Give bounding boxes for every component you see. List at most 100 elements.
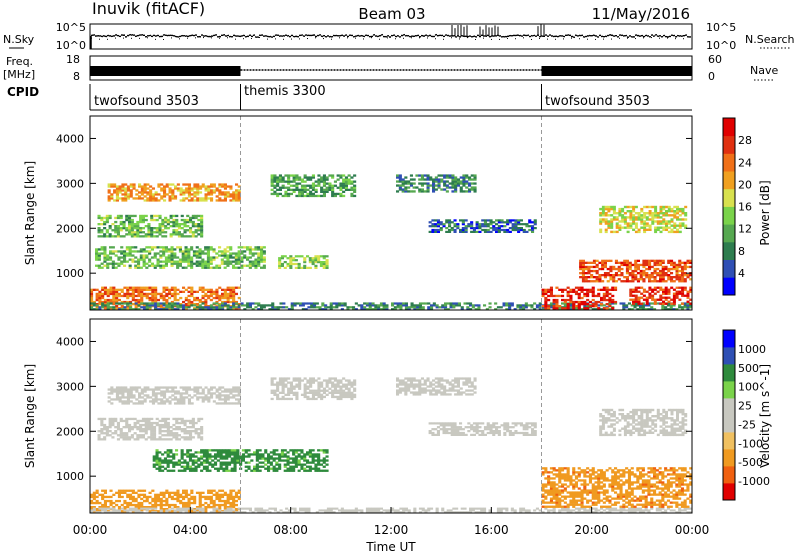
power-cell-1 [97,227,101,230]
power-cell-0 [171,189,175,192]
power-cell-4 [298,176,302,179]
velocity-cell-0 [121,390,125,393]
velocity-cell-2 [225,465,229,468]
velocity-cell-1 [166,432,170,435]
power-cell-8 [402,302,406,305]
power-cell-1 [119,229,123,232]
power-cell-5 [325,262,329,266]
power-cell-6 [465,176,469,179]
velocity-cell-3 [168,491,172,494]
velocity-cell-0 [235,386,239,389]
power-cell-8 [413,304,417,307]
velocity-cell-2 [219,467,223,470]
power-cell-10 [670,267,674,271]
power-cell-2 [190,246,194,249]
power-cell-10 [636,263,640,267]
power-cell-2 [167,258,171,261]
power-cell-0 [215,187,219,190]
power-cell-1 [141,216,145,220]
power-cell-10 [648,261,652,264]
power-cell-4 [303,184,307,187]
power-cell-8 [664,308,668,311]
velocity-cell-3 [101,493,105,496]
power-cell-8 [212,302,216,305]
power-cell-1 [197,227,201,230]
power-cell-8 [360,308,364,311]
power-cell-4 [287,176,291,179]
velocity-cell-2 [205,467,209,470]
velocity-cell-1 [133,421,137,425]
power-cell-5 [322,262,326,266]
power-cell-8 [371,308,375,311]
power-cell-12 [672,294,676,297]
power-cell-8 [432,302,436,305]
power-cell-0 [179,191,183,194]
power-cell-1 [141,227,145,230]
power-cell-6 [409,190,413,193]
power-cell-8 [508,308,512,311]
power-cell-8 [301,308,305,311]
velocity-cell-3 [137,508,141,511]
power-cell-2 [178,258,182,261]
power-cell-10 [678,263,682,267]
velocity-cell-2 [188,449,192,452]
velocity-cell-3 [187,501,191,505]
power-cell-0 [210,189,214,192]
power-cell-1 [191,235,195,238]
velocity-cell-1 [177,428,181,431]
velocity-cell-3 [126,489,130,492]
power-cell-8 [187,306,191,309]
velocity-cell-2 [283,455,287,458]
velocity-cell-1 [100,430,104,433]
power-cell-1 [172,229,176,232]
velocity-cell-3 [95,508,99,511]
power-cell-11 [659,220,663,223]
power-cell-1 [147,229,151,232]
power-cell-2 [218,254,222,257]
power-cell-11 [678,230,682,234]
power-cell-1 [147,231,151,234]
power-cell-0 [138,191,142,194]
velocity-cell-0 [107,388,111,391]
velocity-cell-2 [264,463,268,466]
power-cell-8 [396,302,400,305]
power-cell-1 [186,229,190,232]
power-cell-2 [178,262,182,265]
power-cell-4 [333,192,337,196]
power-cell-8 [505,302,509,305]
power-cell-6 [434,176,438,179]
power-cell-4 [322,192,326,196]
velocity-cell-0 [146,396,150,399]
power-cell-1 [128,231,132,234]
power-cell-11 [634,224,638,227]
power-cell-11 [654,214,658,217]
power-cell-10 [639,263,643,267]
power-cell-1 [139,214,143,218]
power-cell-2 [181,258,185,261]
velocity-cell-2 [228,461,232,464]
power-cell-8 [368,304,372,307]
power-cell-1 [116,216,120,220]
power-cell-0 [207,185,211,188]
power-cell-6 [437,174,441,177]
power-cell-3 [168,292,172,296]
velocity-cell-2 [186,455,190,458]
velocity-cell-3 [154,495,158,499]
power-cell-2 [220,252,224,255]
power-cell-7 [489,227,493,230]
power-cell-4 [317,174,321,177]
velocity-cell-2 [205,449,209,452]
power-cell-12 [629,294,633,297]
power-cell-0 [135,193,139,196]
power-cell-8 [385,304,389,307]
power-cell-0 [235,193,239,196]
velocity-cell-0 [163,390,167,393]
velocity-cell-2 [308,469,312,472]
power-cell-10 [614,274,618,277]
power-cell-10 [631,263,635,267]
power-cell-9 [591,288,595,291]
power-cell-2 [137,258,141,261]
power-cell-8 [418,306,422,309]
power-cell-0 [140,193,144,196]
power-cell-3 [126,288,130,291]
